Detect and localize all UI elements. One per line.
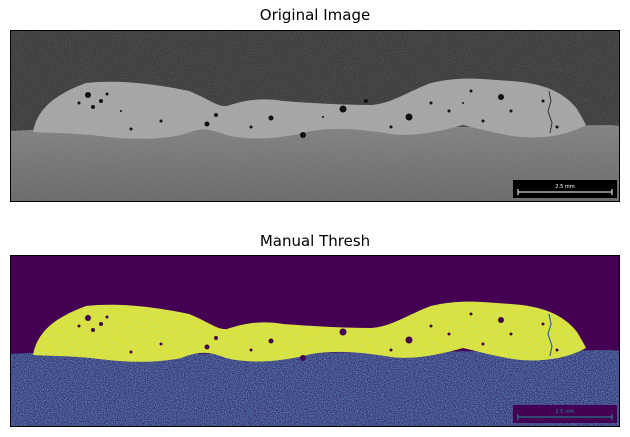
scale-bar-box-original <box>513 180 617 198</box>
original-image: 2.5 mm <box>11 31 619 201</box>
pores-thresh <box>77 312 559 361</box>
panel-title-thresh: Manual Thresh <box>259 232 371 250</box>
panel-title-original: Original Image <box>259 6 371 24</box>
original-image-panel: 2.5 mm <box>10 30 620 202</box>
scale-bar-box-thresh <box>513 405 617 423</box>
scale-bar-label-original: 2.5 mm <box>555 184 574 190</box>
manual-thresh-panel: 2.5 mm <box>10 255 620 427</box>
pores-original <box>77 89 559 138</box>
scale-bar-label-thresh: 2.5 mm <box>555 409 574 415</box>
thresholded-image: 2.5 mm <box>11 256 619 426</box>
